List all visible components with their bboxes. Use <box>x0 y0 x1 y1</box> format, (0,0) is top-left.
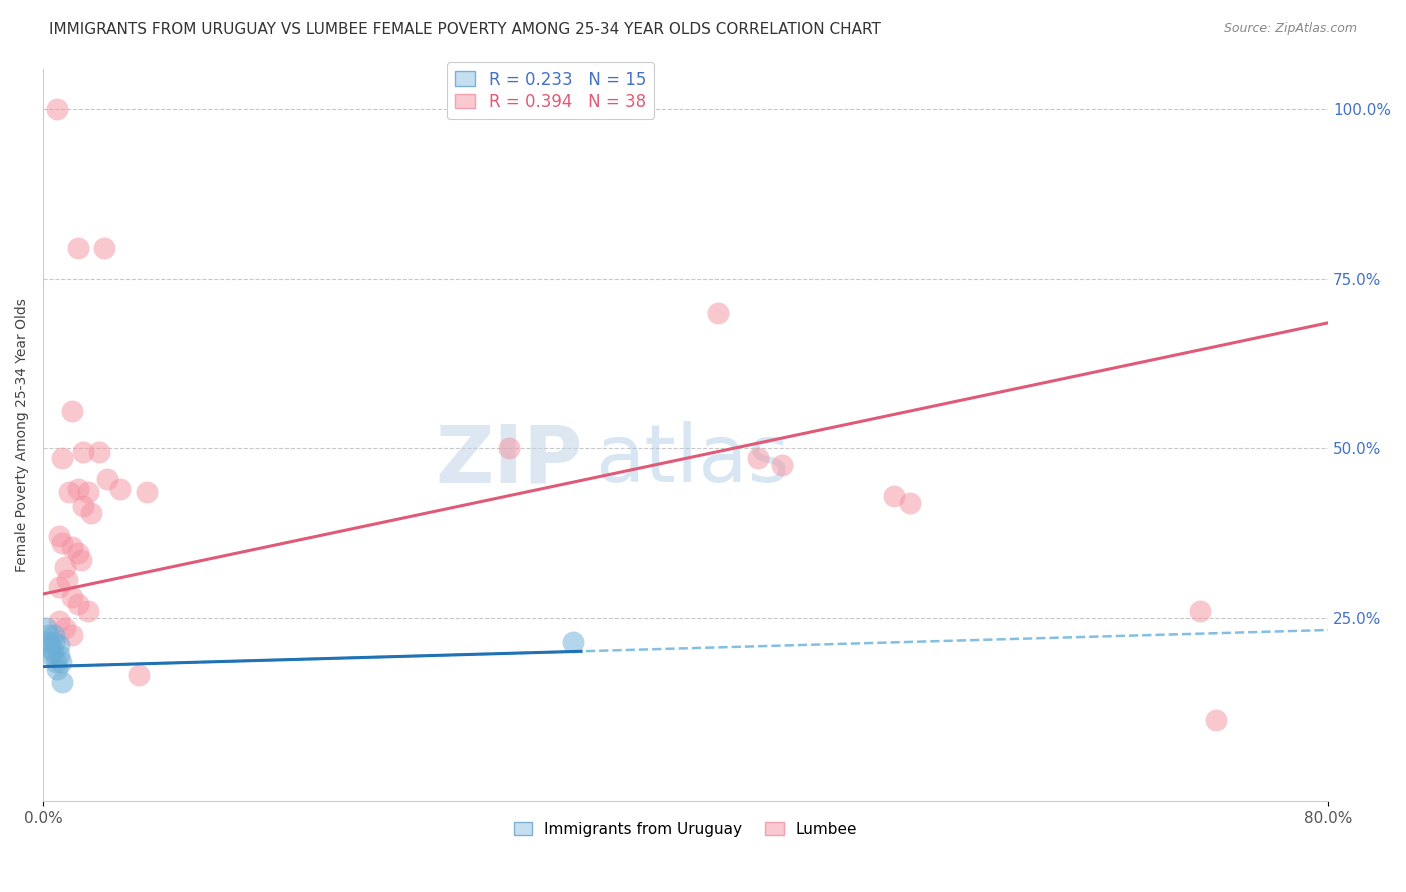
Point <box>60 591 83 605</box>
Point <box>747 451 769 466</box>
Point <box>76 604 98 618</box>
Point <box>37 628 59 642</box>
Point <box>58 485 80 500</box>
Text: IMMIGRANTS FROM URUGUAY VS LUMBEE FEMALE POVERTY AMONG 25-34 YEAR OLDS CORRELATI: IMMIGRANTS FROM URUGUAY VS LUMBEE FEMALE… <box>49 22 882 37</box>
Point <box>498 442 520 456</box>
Point <box>1205 713 1227 727</box>
Point <box>56 574 79 588</box>
Point <box>67 597 90 611</box>
Point <box>46 662 69 676</box>
Point <box>770 458 793 473</box>
Point <box>51 536 73 550</box>
Point <box>51 451 73 466</box>
Point <box>48 529 70 543</box>
Point <box>72 444 94 458</box>
Y-axis label: Female Poverty Among 25-34 Year Olds: Female Poverty Among 25-34 Year Olds <box>15 298 30 572</box>
Point <box>60 540 83 554</box>
Point <box>60 404 83 418</box>
Point <box>44 628 66 642</box>
Point <box>706 305 728 319</box>
Point <box>1188 604 1211 618</box>
Point <box>96 472 118 486</box>
Point <box>60 628 83 642</box>
Point <box>46 102 69 116</box>
Point <box>87 444 110 458</box>
Point <box>48 638 70 652</box>
Point <box>45 655 67 669</box>
Point <box>72 499 94 513</box>
Text: atlas: atlas <box>596 421 790 500</box>
Point <box>108 482 131 496</box>
Text: Source: ZipAtlas.com: Source: ZipAtlas.com <box>1223 22 1357 36</box>
Point <box>67 482 90 496</box>
Text: ZIP: ZIP <box>436 421 582 500</box>
Point <box>883 489 905 503</box>
Point <box>70 553 93 567</box>
Point <box>76 485 98 500</box>
Point <box>55 560 77 574</box>
Point <box>67 241 90 255</box>
Point <box>128 668 150 682</box>
Point <box>51 675 73 690</box>
Point <box>48 648 70 662</box>
Point <box>48 580 70 594</box>
Point <box>67 546 90 560</box>
Point <box>44 634 66 648</box>
Point <box>55 621 77 635</box>
Point <box>41 645 63 659</box>
Point <box>39 641 62 656</box>
Point <box>35 621 58 635</box>
Point <box>49 655 72 669</box>
Point <box>38 634 60 648</box>
Point <box>136 485 159 500</box>
Point <box>80 506 103 520</box>
Point <box>562 634 585 648</box>
Point <box>900 495 922 509</box>
Point <box>93 241 115 255</box>
Legend: Immigrants from Uruguay, Lumbee: Immigrants from Uruguay, Lumbee <box>506 814 865 845</box>
Point <box>39 648 62 662</box>
Point <box>48 614 70 628</box>
